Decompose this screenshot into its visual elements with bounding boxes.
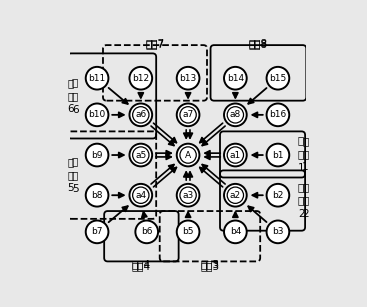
Text: b13: b13 [179,74,197,83]
Text: 6: 6 [67,104,74,114]
Circle shape [86,144,108,166]
Text: b3: b3 [272,227,284,236]
Circle shape [86,184,108,207]
Circle shape [130,103,152,126]
Text: b16: b16 [269,110,287,119]
Text: 5: 5 [67,183,74,193]
Text: A: A [185,150,191,160]
Text: 区: 区 [302,149,309,159]
Text: b12: b12 [132,74,149,83]
Text: a5: a5 [135,150,146,160]
Text: 6: 6 [72,105,79,115]
Text: b2: b2 [272,191,284,200]
Text: 子: 子 [72,157,78,166]
Text: b10: b10 [88,110,106,119]
Circle shape [86,220,108,243]
Text: b15: b15 [269,74,287,83]
Text: b14: b14 [227,74,244,83]
Circle shape [177,220,199,243]
Circle shape [266,103,289,126]
Text: a4: a4 [135,191,146,200]
Text: 区: 区 [302,196,309,206]
Text: 区: 区 [72,170,78,180]
Circle shape [224,67,247,90]
Circle shape [177,103,199,126]
Text: b4: b4 [230,227,241,236]
Text: 子区8: 子区8 [249,39,268,49]
Circle shape [224,220,247,243]
Circle shape [224,144,247,166]
Text: 子: 子 [68,78,74,88]
Circle shape [266,184,289,207]
Text: b8: b8 [91,191,103,200]
Text: 子区3: 子区3 [200,259,219,269]
Text: 区: 区 [68,170,74,180]
Text: 区: 区 [72,91,78,101]
Circle shape [266,144,289,166]
Text: 2: 2 [298,209,304,220]
Text: 子区3: 子区3 [200,262,219,272]
Text: 子: 子 [298,182,304,192]
Text: b11: b11 [88,74,106,83]
Text: 子区8: 子区8 [249,38,268,48]
Text: 子: 子 [302,183,309,193]
Circle shape [135,220,158,243]
Text: b6: b6 [141,227,152,236]
Text: 区: 区 [298,149,304,159]
Circle shape [130,144,152,166]
Text: 子: 子 [302,136,309,146]
Circle shape [177,144,199,166]
Circle shape [266,220,289,243]
Circle shape [130,184,152,207]
Text: 子区4: 子区4 [132,259,151,269]
Text: b5: b5 [182,227,194,236]
Text: b7: b7 [91,227,103,236]
Circle shape [86,67,108,90]
Text: a8: a8 [230,110,241,119]
Circle shape [224,103,247,126]
Text: 子: 子 [298,136,304,146]
Text: a6: a6 [135,110,146,119]
Text: 1: 1 [302,162,309,172]
Text: 子: 子 [68,157,74,167]
Text: 5: 5 [72,184,79,194]
Text: 子: 子 [72,77,78,87]
Circle shape [177,184,199,207]
Text: a2: a2 [230,191,241,200]
Text: a7: a7 [182,110,194,119]
Text: 区: 区 [68,91,74,101]
Circle shape [130,67,152,90]
Circle shape [86,103,108,126]
Text: b1: b1 [272,150,284,160]
Circle shape [177,67,199,90]
Circle shape [224,184,247,207]
Text: a1: a1 [230,150,241,160]
Text: a3: a3 [182,191,194,200]
Circle shape [266,67,289,90]
Text: 子区4: 子区4 [132,262,151,272]
Text: 2: 2 [302,209,309,219]
Text: 子区7: 子区7 [145,38,164,48]
Text: 区: 区 [298,196,304,206]
Text: b9: b9 [91,150,103,160]
Text: 1: 1 [298,163,304,173]
Text: 子区7: 子区7 [145,39,164,49]
